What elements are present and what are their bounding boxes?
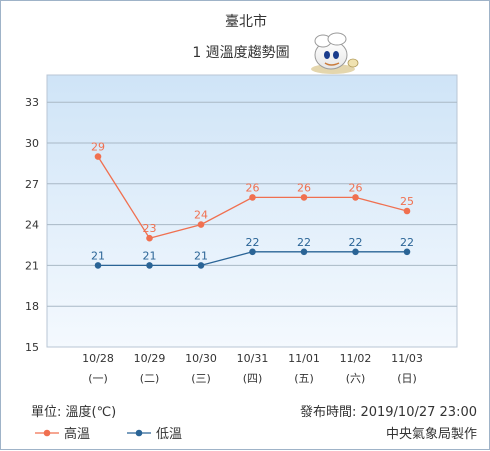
data-label: 21 bbox=[143, 249, 157, 262]
data-point bbox=[300, 194, 308, 201]
plot-area bbox=[46, 74, 458, 348]
x-tick-date: 11/02 bbox=[340, 352, 372, 365]
source-label: 中央氣象局製作 bbox=[386, 427, 477, 442]
y-tick-label: 18 bbox=[25, 300, 39, 313]
data-label: 21 bbox=[91, 249, 105, 262]
data-label: 25 bbox=[400, 195, 414, 208]
x-tick-weekday: (日) bbox=[397, 372, 417, 385]
data-point bbox=[94, 153, 102, 160]
x-tick-date: 10/29 bbox=[134, 352, 166, 365]
data-point bbox=[403, 248, 411, 256]
x-tick-weekday: (一) bbox=[88, 372, 108, 385]
data-point bbox=[146, 262, 153, 269]
y-tick-label: 24 bbox=[25, 219, 39, 232]
data-point bbox=[146, 234, 153, 242]
published-time: 發布時間: 2019/10/27 23:00 bbox=[300, 405, 477, 420]
y-tick-label: 21 bbox=[25, 259, 39, 272]
x-tick-date: 11/01 bbox=[288, 352, 320, 365]
data-label: 23 bbox=[143, 222, 157, 235]
legend-item: 低溫 bbox=[127, 427, 182, 442]
y-tick-label: 27 bbox=[25, 178, 39, 191]
data-point bbox=[94, 262, 102, 269]
data-label: 22 bbox=[349, 236, 363, 249]
data-point bbox=[197, 262, 205, 269]
x-tick-date: 10/30 bbox=[185, 352, 217, 365]
x-tick-date: 10/28 bbox=[82, 352, 114, 365]
legend-item: 高溫 bbox=[35, 426, 90, 442]
data-label: 24 bbox=[194, 209, 208, 222]
data-point bbox=[300, 248, 308, 256]
x-tick-weekday: (二) bbox=[140, 372, 160, 385]
data-label: 22 bbox=[297, 236, 311, 249]
chart-subtitle: 1 週溫度趨勢圖 bbox=[192, 45, 289, 61]
x-tick-weekday: (五) bbox=[294, 372, 314, 385]
data-label: 26 bbox=[349, 181, 363, 194]
unit-label: 單位: 溫度(℃) bbox=[31, 404, 116, 420]
data-point bbox=[249, 194, 256, 201]
legend-marker bbox=[43, 429, 51, 437]
x-tick-date: 11/03 bbox=[391, 352, 423, 365]
x-tick-weekday: (三) bbox=[191, 372, 211, 385]
legend-label: 高溫 bbox=[64, 426, 90, 442]
y-tick-label: 30 bbox=[25, 137, 39, 150]
data-label: 29 bbox=[91, 141, 105, 154]
chart-title: 臺北市 bbox=[225, 13, 267, 30]
data-label: 26 bbox=[297, 181, 311, 194]
data-point bbox=[249, 248, 256, 256]
data-point bbox=[403, 207, 411, 215]
legend-marker bbox=[135, 429, 143, 437]
x-tick-date: 10/31 bbox=[237, 352, 269, 365]
series-0: 29 23 24 26 26 26 25 bbox=[91, 141, 414, 242]
x-tick-weekday: (四) bbox=[243, 372, 263, 385]
data-label: 21 bbox=[194, 249, 208, 262]
data-label: 22 bbox=[400, 236, 414, 249]
data-label: 22 bbox=[246, 236, 260, 249]
x-tick-weekday: (六) bbox=[346, 372, 366, 385]
data-point bbox=[197, 221, 205, 228]
y-tick-label: 33 bbox=[25, 96, 39, 109]
data-point bbox=[352, 248, 359, 256]
legend-label: 低溫 bbox=[156, 427, 182, 442]
data-point bbox=[352, 194, 359, 201]
data-label: 26 bbox=[246, 181, 260, 194]
mascot-icon bbox=[311, 32, 359, 74]
y-tick-label: 15 bbox=[25, 341, 39, 354]
series-1: 21 21 21 22 22 22 22 bbox=[91, 236, 414, 269]
